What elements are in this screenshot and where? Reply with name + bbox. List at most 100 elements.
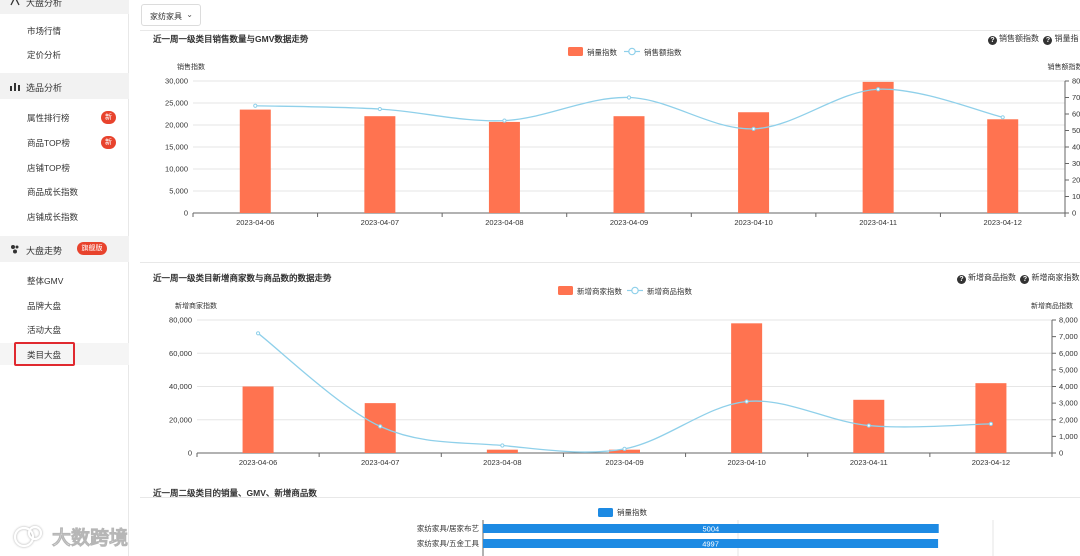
sidebar-item-label: 类目大盘 [27,350,62,360]
line-point [622,446,627,451]
x-tick-label: 2023-04-06 [236,218,274,227]
legend-line-marker [631,286,639,295]
hbar [483,524,939,533]
chevron-down-icon: ⌄ [186,10,193,19]
line-point [500,443,505,448]
sidebar-item-activity[interactable]: 活动大盘 [0,318,129,340]
category-select-value: 家纺家具 [150,12,182,21]
help-icon[interactable]: ? [957,273,968,284]
line-point [255,331,261,336]
sidebar-item-product-top[interactable]: 商品TOP榜 新 [0,131,129,153]
category-select[interactable]: 家纺家具 ⌄ [141,4,201,26]
x-tick-label: 2023-04-08 [485,218,523,227]
sidebar-group-label: 大盘分析 [26,0,63,8]
new-badge: 新 [101,111,116,124]
right-tick-label: 800 [1072,77,1080,86]
left-tick-label: 80,000 [169,316,192,325]
left-axis-title: 销售指数 [177,62,205,71]
sidebar-group-label: 选品分析 [26,83,63,93]
sidebar-item-pricing[interactable]: 定价分析 [0,43,129,65]
bar [975,383,1007,453]
sidebar-group-selection[interactable]: 选品分析 [0,73,129,99]
legend-line-label: 销售额指数 [644,47,682,57]
chart2-right-legend-item: 新增商品指数 [968,273,1016,282]
sidebar-item-label: 店铺TOP榜 [27,163,70,173]
bar [862,81,894,213]
legend-bar-label: 新增商家指数 [577,286,622,296]
flagship-badge: 旗舰版 [77,242,107,255]
help-icon[interactable]: ? [1043,34,1054,45]
divider [140,262,1080,263]
sidebar-item-label: 定价分析 [27,50,62,60]
line-point [377,106,382,112]
line-point [1000,115,1005,120]
chart1-title: 近一周一级类目销售数量与GMV数据走势 [153,34,309,44]
divider [140,30,1080,31]
left-tick-label: 0 [184,209,188,218]
chart1-right-legend: ? 销售额指数 ? 销量指 [988,33,1078,45]
bar [488,121,520,213]
divider [140,497,1080,498]
legend-hbar-swatch [598,508,613,517]
sidebar-item-attribute-rank[interactable]: 属性排行榜 新 [0,106,129,128]
right-tick-label: 3,000 [1059,399,1078,408]
sidebar-item-product-growth[interactable]: 商品成长指数 [0,180,129,202]
sidebar-item-store-top[interactable]: 店铺TOP榜 [0,156,129,178]
new-badge: 新 [101,136,116,149]
bar [613,116,645,213]
x-tick-label: 2023-04-07 [361,218,399,227]
sidebar-item-store-growth[interactable]: 店铺成长指数 [0,205,129,227]
bar [239,109,271,213]
x-tick-label: 2023-04-06 [239,458,277,467]
watermark: 大数跨境 [8,520,148,552]
right-tick-label: 4,000 [1059,382,1078,391]
bar [242,386,274,453]
left-tick-label: 20,000 [169,415,192,424]
sidebar-item-label: 活动大盘 [27,325,62,335]
sidebar-item-category[interactable]: 类目大盘 [0,343,129,365]
sidebar-item-label: 商品TOP榜 [27,138,70,148]
sidebar-item-label: 市场行情 [27,26,62,36]
left-tick-label: 0 [188,449,192,458]
line-point [866,423,871,428]
sidebar-group-market[interactable]: 大盘分析 [0,0,129,14]
help-icon[interactable]: ? [988,34,999,45]
chart2-right-legend-item: 新增商家指数 [1031,273,1080,282]
x-tick-label: 2023-04-10 [734,218,772,227]
right-tick-label: 700 [1072,93,1080,102]
help-icon[interactable]: ? [1020,273,1031,284]
right-tick-label: 400 [1072,143,1080,152]
legend-bar-label: 销量指数 [587,47,617,57]
right-tick-label: 500 [1072,126,1080,135]
right-tick-label: 5,000 [1059,365,1078,374]
pinwheel-icon [11,245,19,254]
legend-bar-swatch [558,286,573,295]
sidebar-item-overall-gmv[interactable]: 整体GMV [0,269,129,291]
line-point [253,103,258,108]
left-axis-title: 新增商家指数 [175,301,217,310]
right-tick-label: 100 [1072,192,1080,201]
right-tick-label: 0 [1072,209,1076,218]
line-point [988,421,994,427]
sidebar-item-label: 品牌大盘 [27,301,62,311]
right-tick-label: 7,000 [1059,332,1078,341]
watermark-text: 大数跨境 [52,526,128,549]
chart3-title: 近一周二级类目的销量、GMV、新增商品数 [153,488,317,498]
x-tick-label: 2023-04-11 [859,218,897,227]
x-tick-label: 2023-04-10 [727,458,765,467]
analysis-icon [10,0,20,6]
bar [731,323,763,453]
bar [364,116,396,213]
line-point [378,424,383,429]
bar [486,449,518,453]
sidebar-item-brand[interactable]: 品牌大盘 [0,294,129,316]
line-point [751,126,756,131]
sidebar-item-market-trend[interactable]: 市场行情 [0,19,129,41]
x-tick-label: 2023-04-09 [605,458,643,467]
sidebar-group-trend[interactable]: 大盘走势 旗舰版 [0,236,129,262]
left-tick-label: 15,000 [165,143,188,152]
left-tick-label: 60,000 [169,349,192,358]
